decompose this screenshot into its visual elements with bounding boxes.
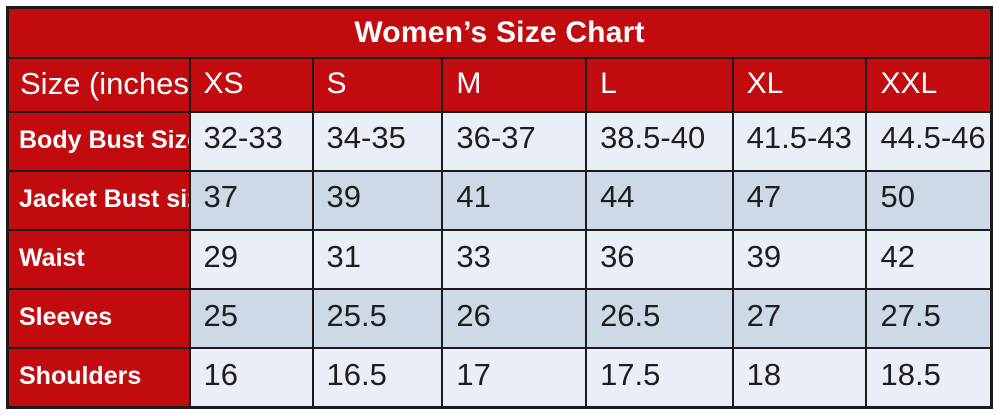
data-cell: 34-35	[311, 110, 444, 172]
data-cell: 44.5-46	[865, 110, 993, 172]
data-cell: 36	[585, 228, 734, 291]
row-label: Waist	[6, 228, 191, 291]
data-cell: 17	[441, 347, 588, 409]
data-cell: 26.5	[585, 288, 734, 350]
row-label: Jacket Bust size	[6, 169, 191, 231]
data-cell: 26	[441, 288, 588, 350]
table-row-shoulders: Shoulders 16 16.5 17 17.5 18 18.5	[6, 347, 993, 409]
data-cell: 16	[188, 347, 314, 409]
row-label: Sleeves	[6, 288, 191, 350]
data-cell: 18.5	[865, 347, 993, 409]
data-cell: 47	[731, 169, 868, 231]
title-row: Women’s Size Chart	[6, 6, 993, 59]
data-cell: 44	[585, 169, 734, 231]
table-row-jacket-bust-size: Jacket Bust size 37 39 41 44 47 50	[6, 169, 993, 231]
size-chart: Women’s Size Chart Size (inches) XS S M …	[6, 6, 993, 409]
column-header-m: M	[441, 56, 588, 113]
data-cell: 39	[311, 169, 444, 231]
column-header-xl: XL	[731, 56, 868, 113]
table-row-sleeves: Sleeves 25 25.5 26 26.5 27 27.5	[6, 288, 993, 350]
column-header-xxl: XXL	[865, 56, 993, 113]
data-cell: 41.5-43	[731, 110, 868, 172]
data-cell: 41	[441, 169, 588, 231]
table-row-waist: Waist 29 31 33 36 39 42	[6, 228, 993, 291]
data-cell: 33	[441, 228, 588, 291]
data-cell: 50	[865, 169, 993, 231]
column-header-s: S	[311, 56, 444, 113]
data-cell: 18	[731, 347, 868, 409]
data-cell: 36-37	[441, 110, 588, 172]
data-cell: 17.5	[585, 347, 734, 409]
column-header-size-inches: Size (inches)	[6, 56, 191, 113]
data-cell: 42	[865, 228, 993, 291]
data-cell: 37	[188, 169, 314, 231]
data-cell: 31	[311, 228, 444, 291]
size-chart-table: Women’s Size Chart Size (inches) XS S M …	[6, 6, 993, 409]
table-row-body-bust-size: Body Bust Size 32-33 34-35 36-37 38.5-40…	[6, 110, 993, 172]
data-cell: 27.5	[865, 288, 993, 350]
data-cell: 32-33	[188, 110, 314, 172]
column-header-l: L	[585, 56, 734, 113]
data-cell: 25.5	[311, 288, 444, 350]
column-header-xs: XS	[188, 56, 314, 113]
data-cell: 16.5	[311, 347, 444, 409]
chart-title: Women’s Size Chart	[6, 6, 993, 59]
data-cell: 29	[188, 228, 314, 291]
data-cell: 39	[731, 228, 868, 291]
data-cell: 27	[731, 288, 868, 350]
row-label: Body Bust Size	[6, 110, 191, 172]
row-label: Shoulders	[6, 347, 191, 409]
data-cell: 38.5-40	[585, 110, 734, 172]
header-row: Size (inches) XS S M L XL XXL	[6, 56, 993, 113]
data-cell: 25	[188, 288, 314, 350]
